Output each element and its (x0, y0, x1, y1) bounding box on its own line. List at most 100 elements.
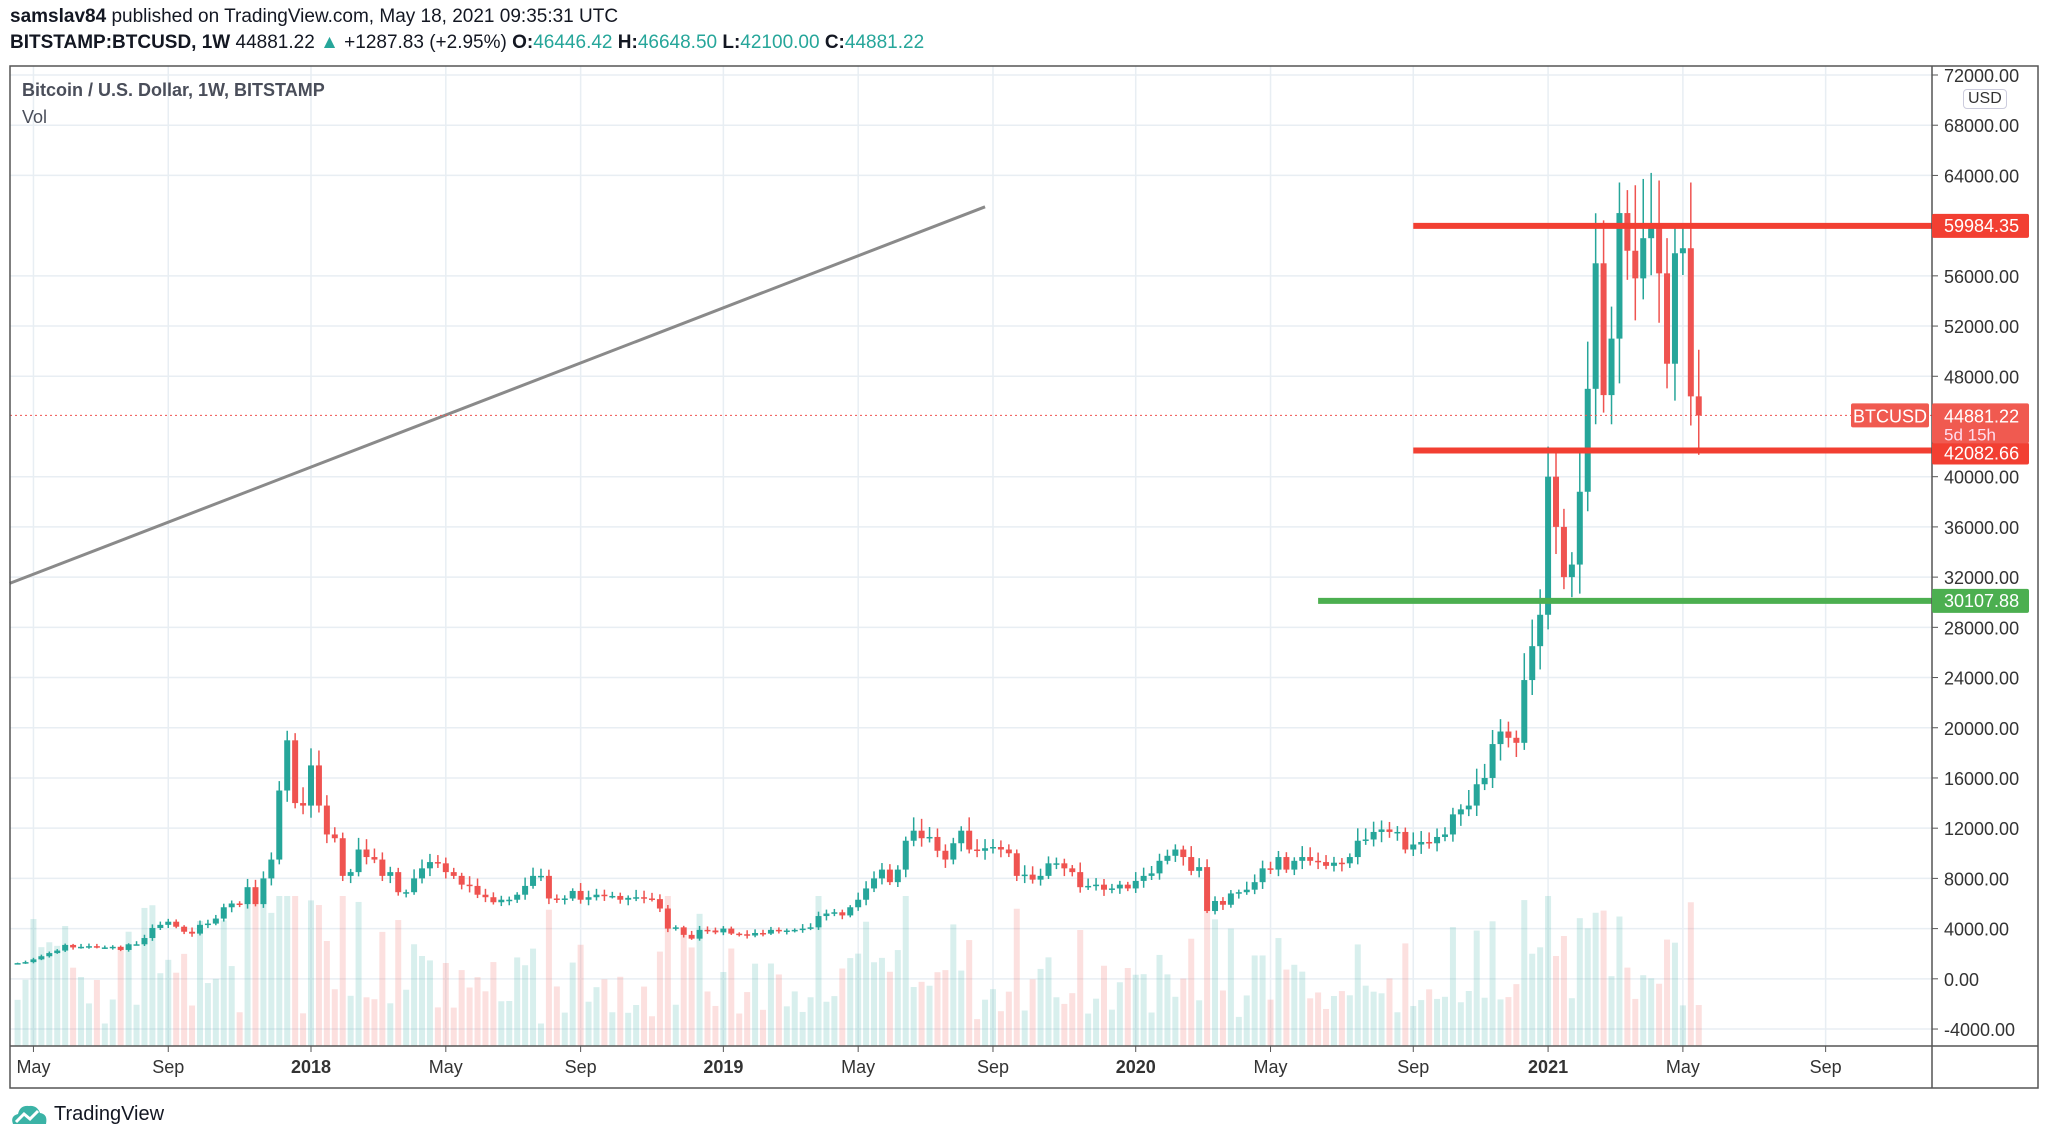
candle-body (617, 895, 624, 900)
candle (1521, 653, 1528, 750)
candle (1679, 226, 1686, 276)
candle (641, 890, 648, 904)
x-tick-label: May (1666, 1057, 1700, 1077)
symbol-info: BITSTAMP:BTCUSD, 1W 44881.22 ▲ +1287.83 … (10, 32, 924, 54)
candle-body (982, 848, 989, 851)
candle-body (490, 897, 497, 903)
candle (173, 919, 180, 929)
candle-body (1592, 263, 1599, 389)
candle-body (387, 872, 394, 876)
candle-body (815, 916, 822, 928)
candle-body (672, 927, 679, 929)
candle-body (1116, 884, 1123, 889)
volume-bar (1457, 1002, 1464, 1046)
volume-bar (1481, 997, 1488, 1046)
volume-bar (1671, 942, 1678, 1046)
volume-bar (1529, 953, 1536, 1046)
volume-bar (387, 1003, 394, 1046)
candle (664, 905, 671, 933)
candle (855, 892, 862, 911)
candle (371, 848, 378, 864)
candle-body (220, 907, 227, 919)
candle (125, 943, 132, 952)
volume-bar (1648, 978, 1655, 1046)
volume-bar (1616, 916, 1623, 1046)
candle-body (331, 834, 338, 839)
candle (1077, 862, 1084, 893)
candle-body (1584, 388, 1591, 492)
candle (728, 926, 735, 935)
candle-body (1029, 874, 1036, 880)
volume-bar (1600, 910, 1607, 1046)
volume-bar (363, 997, 370, 1046)
candle-body (1449, 814, 1456, 835)
x-tick-label: 2018 (291, 1057, 331, 1077)
volume-bar (1275, 938, 1282, 1046)
candle (1465, 789, 1472, 817)
volume-bar (85, 1003, 92, 1046)
candle (1156, 853, 1163, 880)
candle-body (585, 897, 592, 900)
candle (70, 943, 77, 950)
volume-bar (672, 1004, 679, 1046)
candle-body (395, 872, 402, 893)
volume-bar (648, 1016, 655, 1046)
volume-bar (236, 1012, 243, 1046)
candle (989, 839, 996, 854)
candle-body (577, 890, 584, 900)
volume-bar (173, 972, 180, 1046)
volume-bar (1204, 896, 1211, 1046)
candle-body (1664, 273, 1671, 364)
candle (1346, 853, 1353, 868)
candle (331, 827, 338, 843)
candle-body (363, 849, 370, 858)
candle (537, 868, 544, 882)
volume-bar (38, 947, 45, 1046)
candle (1101, 879, 1107, 896)
volume-bar (633, 1005, 640, 1046)
candle (1584, 341, 1591, 512)
candle-body (609, 895, 616, 898)
level-label: 42082.66 (1944, 444, 2019, 464)
candle (799, 924, 806, 933)
volume-bar (1497, 999, 1504, 1046)
candle (466, 876, 473, 893)
candle-body (308, 765, 314, 806)
candle-body (894, 869, 901, 883)
candle (1505, 721, 1512, 748)
volume-bar (1434, 998, 1441, 1046)
volume-bar (1219, 990, 1226, 1046)
publish-info: samslav84 published on TradingView.com, … (10, 6, 618, 28)
candle-body (1124, 884, 1131, 889)
candle (1291, 857, 1298, 876)
volume-bar (133, 1004, 140, 1046)
candle (276, 781, 283, 865)
x-tick-label: May (1254, 1057, 1288, 1077)
candle (363, 839, 370, 865)
volume-bar (1021, 1010, 1028, 1046)
candle-body (1299, 857, 1306, 861)
candle-body (648, 898, 655, 900)
volume-bar (728, 948, 735, 1046)
level-label-bg (1932, 213, 2029, 238)
volume-bar (419, 956, 426, 1046)
volume-bar (1013, 908, 1020, 1046)
candle-body (1513, 737, 1520, 743)
candle-body (117, 946, 124, 950)
candle (1148, 865, 1155, 880)
volume-bar (347, 995, 354, 1046)
volume-bar (62, 926, 69, 1046)
candle (1695, 349, 1702, 455)
volume-bar (371, 999, 378, 1046)
currency-badge[interactable]: USD (1963, 89, 2007, 109)
candle-body (1259, 868, 1266, 883)
candle-body (775, 929, 782, 932)
candle-body (450, 872, 457, 876)
candle (783, 928, 790, 935)
y-tick-label: 16000.00 (1944, 769, 2019, 789)
tradingview-logo[interactable]: TradingView (10, 1102, 164, 1126)
x-tick-label: 2021 (1528, 1057, 1568, 1077)
volume-bar (1108, 1009, 1115, 1046)
candle-body (910, 830, 917, 841)
